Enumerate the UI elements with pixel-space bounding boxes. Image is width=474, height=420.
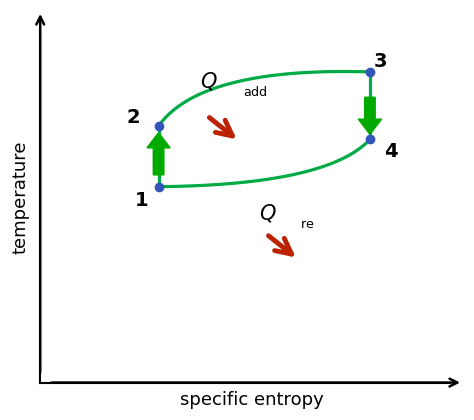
FancyArrow shape bbox=[147, 133, 170, 175]
Text: $_{\mathrm{add}}$: $_{\mathrm{add}}$ bbox=[243, 81, 268, 99]
Text: $_{\mathrm{re}}$: $_{\mathrm{re}}$ bbox=[300, 213, 315, 231]
X-axis label: specific entropy: specific entropy bbox=[180, 391, 323, 409]
Y-axis label: temperature: temperature bbox=[11, 140, 29, 254]
Text: 2: 2 bbox=[127, 108, 140, 127]
Text: $Q$: $Q$ bbox=[259, 202, 277, 224]
Text: $Q$: $Q$ bbox=[200, 70, 218, 92]
Text: 1: 1 bbox=[135, 191, 148, 210]
Text: 4: 4 bbox=[384, 142, 398, 161]
FancyArrow shape bbox=[358, 97, 382, 134]
Text: 3: 3 bbox=[374, 52, 387, 71]
